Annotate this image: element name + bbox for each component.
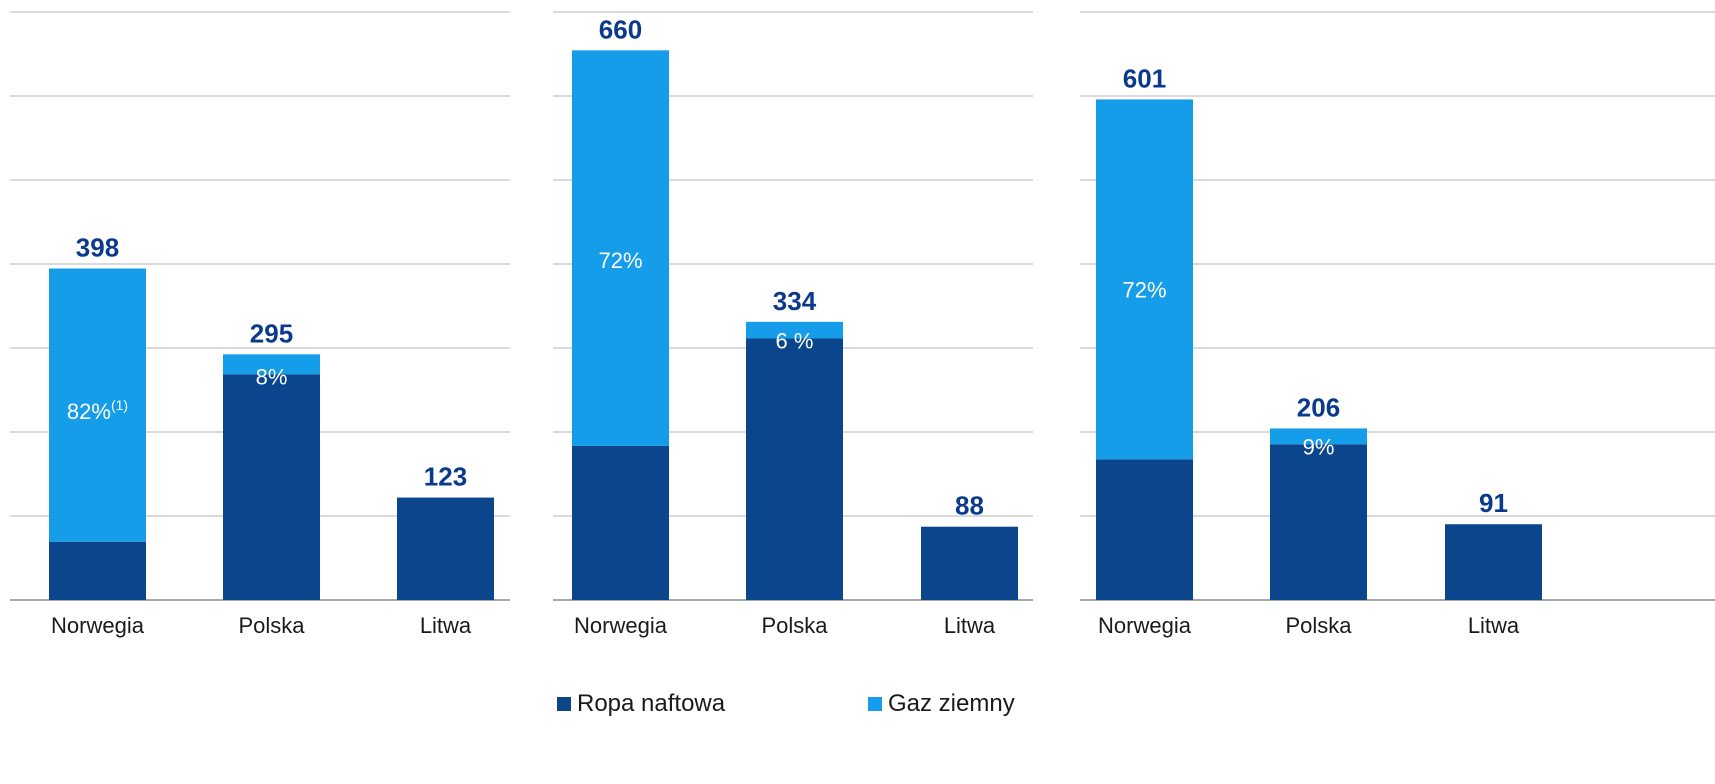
bar-oil-litwa	[397, 497, 494, 600]
bar-total-label: 206	[1297, 392, 1340, 422]
bar-oil-norwegia	[572, 445, 669, 600]
gas-share-label: 72%	[1122, 277, 1166, 302]
x-tick-label: Polska	[238, 613, 305, 638]
legend-label-oil: Ropa naftowa	[577, 690, 726, 717]
x-tick-label: Polska	[761, 613, 828, 638]
legend-item-gas: Gaz ziemny	[868, 690, 1015, 718]
bar-gas-norwegia	[49, 268, 146, 542]
x-tick-label: Litwa	[420, 613, 472, 638]
bar-total-label: 601	[1123, 63, 1166, 93]
bar-oil-norwegia	[1096, 459, 1193, 600]
legend-swatch-gas	[868, 697, 882, 711]
bar-oil-litwa	[1445, 524, 1542, 600]
bar-oil-polska	[746, 338, 843, 600]
footnote-marker: (1)	[111, 397, 128, 413]
gas-share-label: 8%	[256, 364, 288, 389]
bar-total-label: 398	[76, 233, 119, 263]
gas-share-label: 9%	[1303, 434, 1335, 459]
bar-gas-polska	[746, 321, 843, 339]
gas-share-label: 72%	[598, 248, 642, 273]
bar-oil-norwegia	[49, 541, 146, 600]
legend-label-gas: Gaz ziemny	[888, 690, 1015, 717]
x-tick-label: Litwa	[1468, 613, 1520, 638]
gas-share-label: 6 %	[776, 328, 814, 353]
bar-gas-polska	[223, 354, 320, 375]
bar-total-label: 91	[1479, 488, 1508, 518]
bar-total-label: 660	[599, 14, 642, 44]
legend-item-oil: Ropa naftowa	[557, 690, 725, 718]
bar-total-label: 123	[424, 462, 467, 492]
bar-gas-norwegia	[572, 50, 669, 446]
bar-oil-litwa	[921, 526, 1018, 600]
legend-swatch-oil	[557, 697, 571, 711]
x-tick-label: Litwa	[944, 613, 996, 638]
bar-oil-polska	[223, 374, 320, 600]
x-tick-label: Norwegia	[1098, 613, 1192, 638]
bar-gas-norwegia	[1096, 99, 1193, 460]
x-tick-label: Norwegia	[51, 613, 145, 638]
legend: Ropa naftowa Gaz ziemny	[0, 690, 1715, 720]
x-tick-label: Polska	[1285, 613, 1352, 638]
bar-gas-polska	[1270, 428, 1367, 445]
x-tick-label: Norwegia	[574, 613, 668, 638]
bar-total-label: 334	[773, 286, 817, 316]
bar-oil-polska	[1270, 444, 1367, 600]
bar-total-label: 295	[250, 318, 293, 348]
bar-total-label: 88	[955, 491, 984, 521]
